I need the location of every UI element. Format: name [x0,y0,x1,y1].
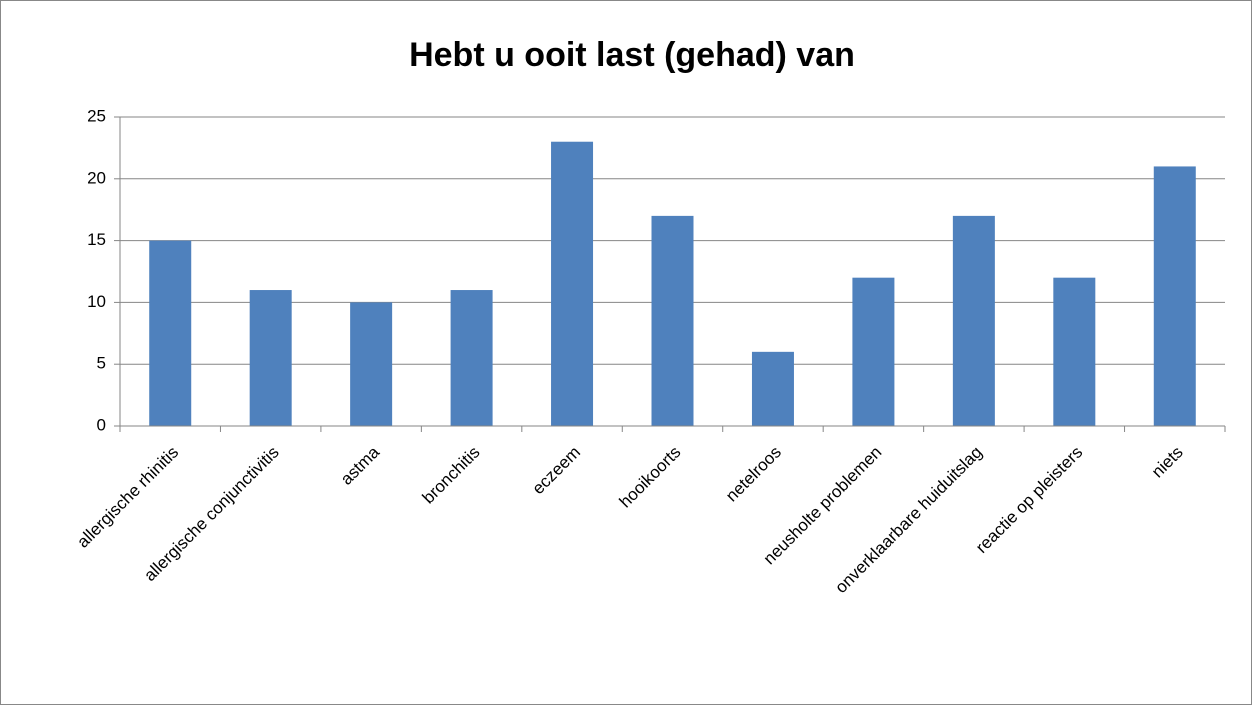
y-tick-label: 10 [87,292,106,311]
chart-title: Hebt u ooit last (gehad) van [409,36,855,74]
y-tick-label: 25 [87,106,106,125]
bar [149,240,192,426]
bar [852,277,895,426]
bar [751,351,794,426]
bar [952,215,995,426]
y-tick-label: 5 [97,354,106,373]
bar [249,290,292,426]
bar [450,290,493,426]
bar [651,215,694,426]
bar [551,141,594,426]
y-tick-label: 20 [87,168,106,187]
bar [1153,166,1196,426]
y-tick-label: 0 [97,415,106,434]
y-tick-label: 15 [87,230,106,249]
bar [1053,277,1096,426]
bar [350,302,393,426]
